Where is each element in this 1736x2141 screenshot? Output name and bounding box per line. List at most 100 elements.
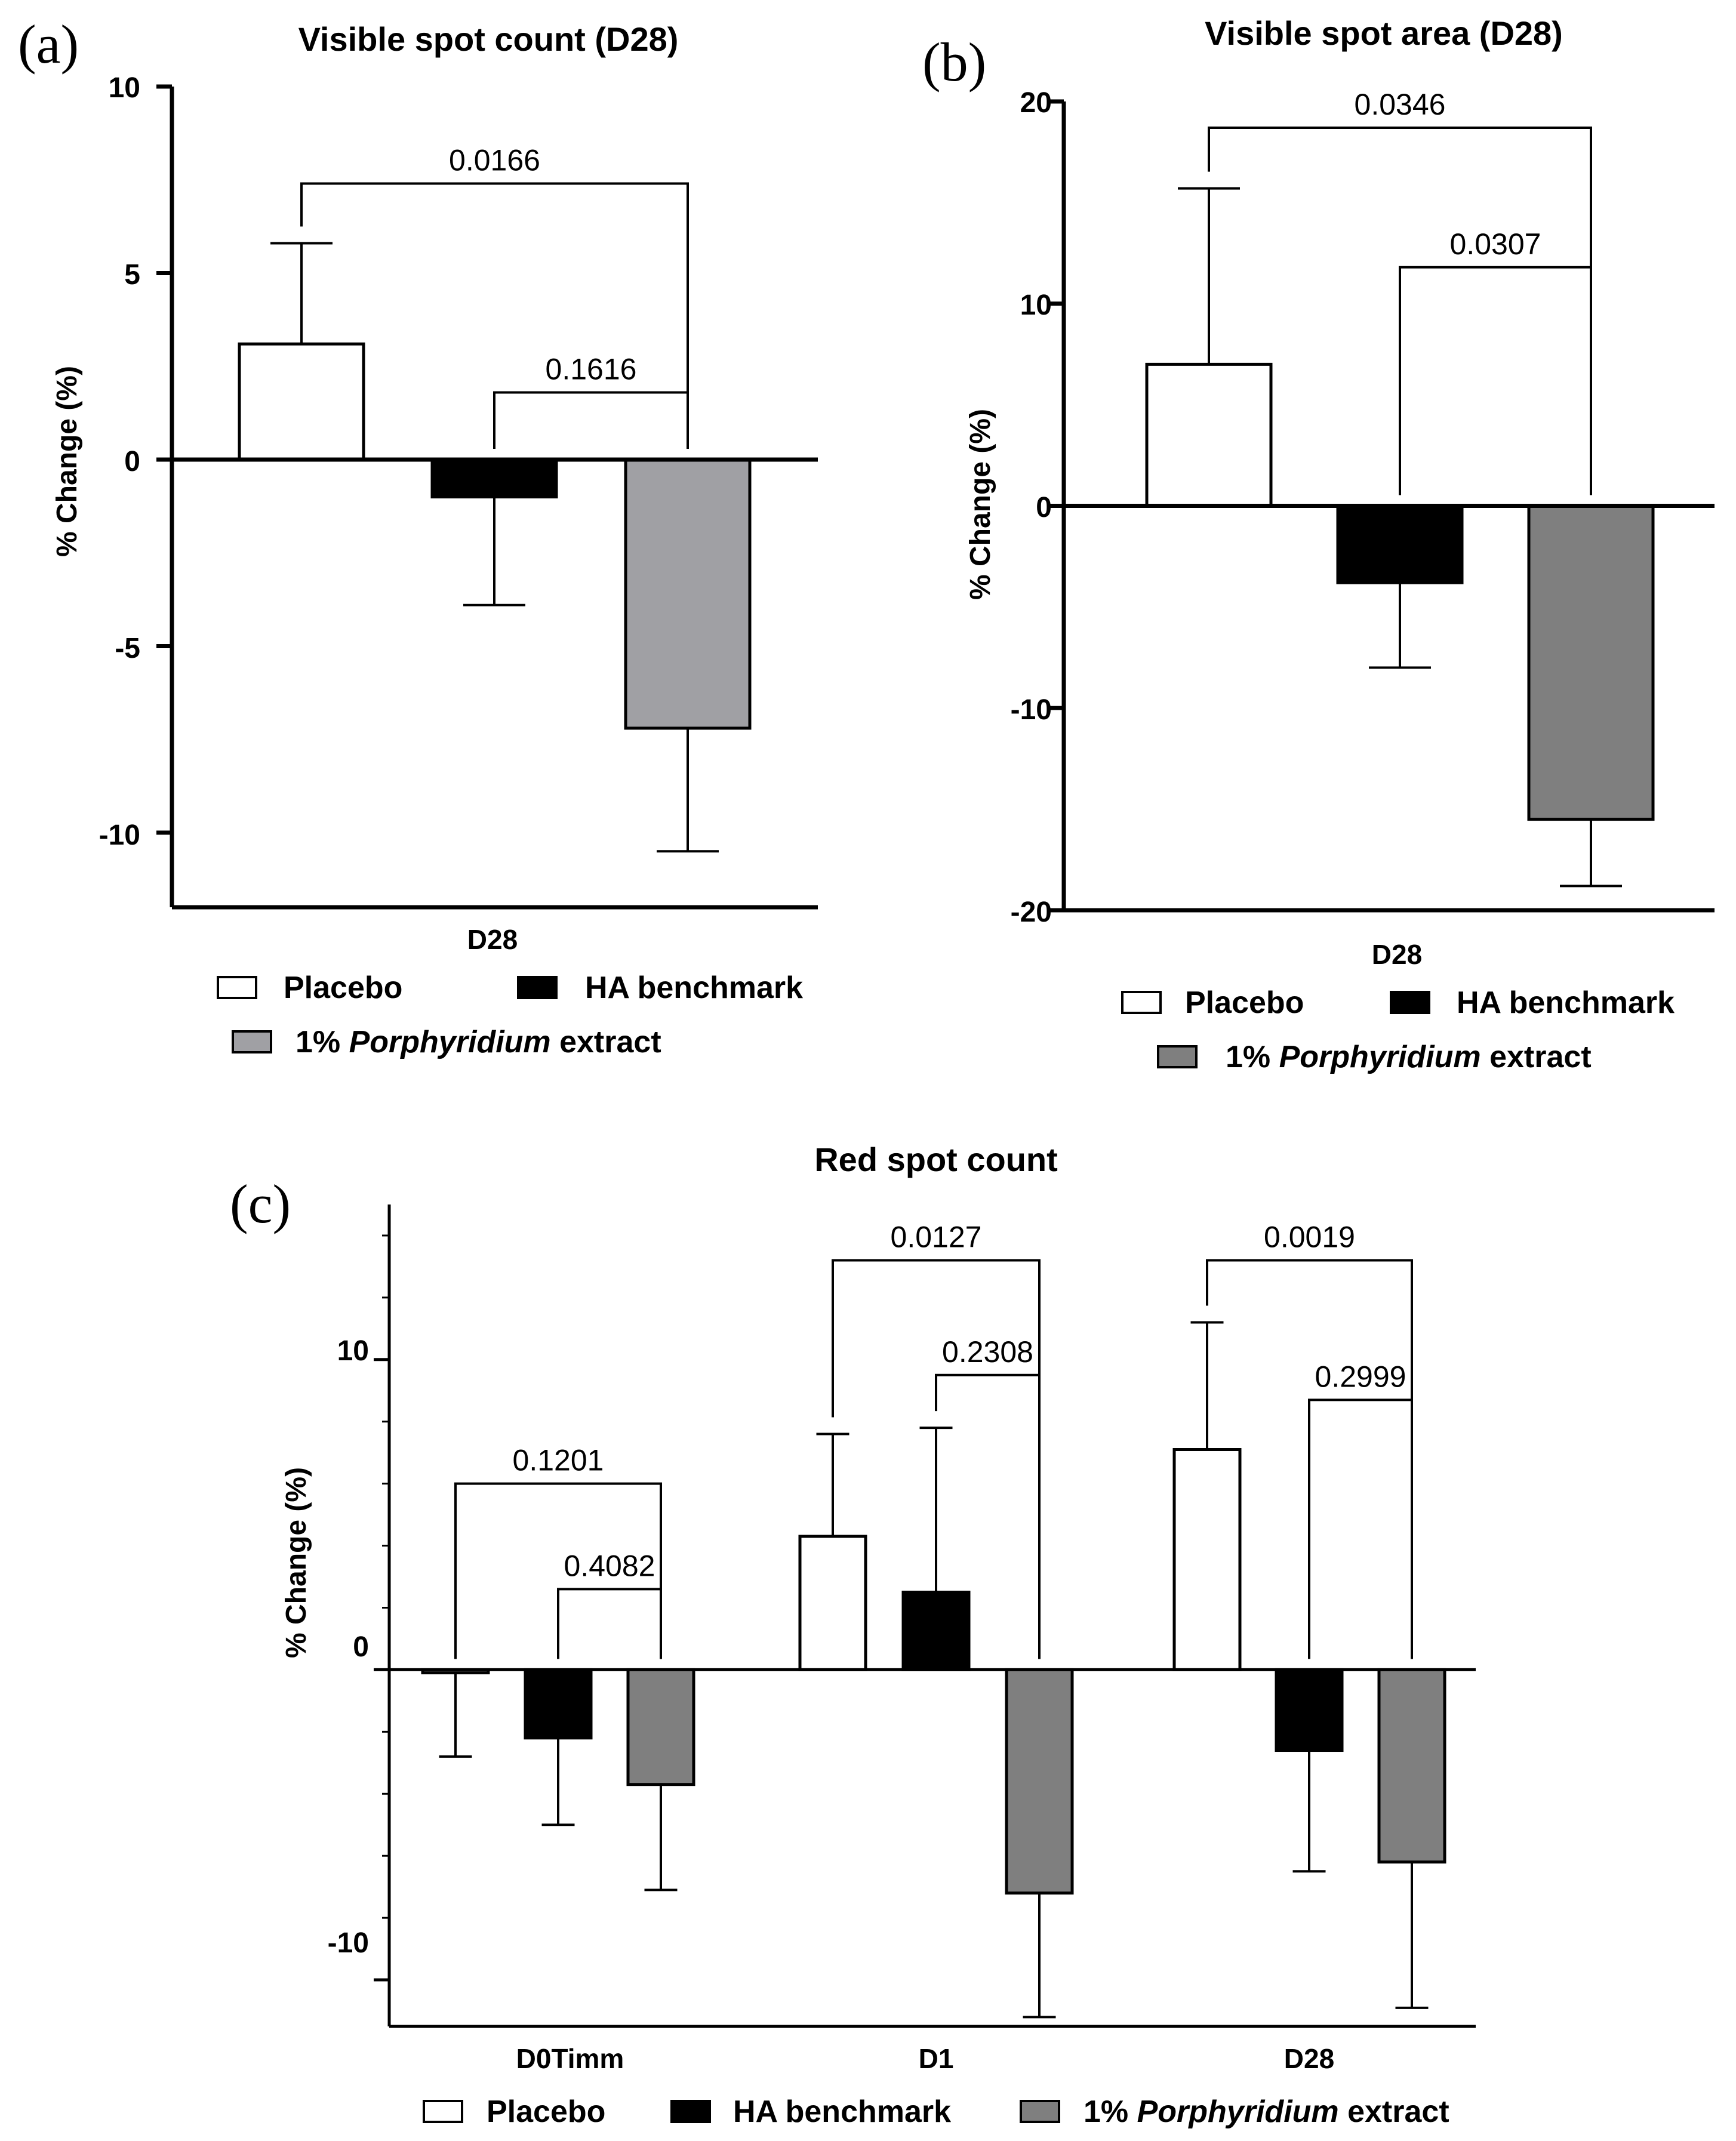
- bar-placebo: [1145, 362, 1273, 507]
- panel-a-label: (a): [18, 14, 79, 75]
- legend-ha-benchmark-label: HA benchmark: [585, 971, 803, 1005]
- panel-a-y-axis-title: % Change (%): [51, 366, 83, 557]
- panel-c-x-category-labels: D0Timm D1 D28: [516, 2043, 1335, 2074]
- panel-a-legend: Placebo HA benchmark 1% Porphyridium ext…: [217, 971, 803, 1059]
- bar-porphyridium: [624, 458, 752, 730]
- legend-porphyridium-suffix: extract: [1481, 1040, 1592, 1074]
- panel-a-y-tick-label: -5: [115, 633, 140, 664]
- legend-porphyridium-suffix: extract: [1339, 2094, 1449, 2129]
- legend-porphyridium-label: 1% Porphyridium extract: [1226, 1040, 1592, 1074]
- panel-a-y-tick-label: -10: [99, 820, 140, 851]
- panel-b-y-tick-labels: 20 10 0 -10 -20: [1011, 87, 1052, 928]
- legend-porphyridium-italic: Porphyridium: [1137, 2094, 1339, 2129]
- panel-b-x-category-label: D28: [1372, 939, 1422, 970]
- panel-b-y-tick-label: -20: [1011, 897, 1052, 928]
- p-value-label: 0.0307: [1450, 227, 1541, 261]
- bar-ha-benchmark: [1275, 1668, 1344, 1752]
- p-value-label: 0.0019: [1264, 1221, 1355, 1254]
- panel-a-y-tick-label: 5: [124, 259, 140, 291]
- panel-c-legend: Placebo HA benchmark 1% Porphyridium ext…: [423, 2094, 1449, 2129]
- bar-placebo: [1172, 1448, 1242, 1671]
- panel-a-plot: 0.0166 0.1616: [156, 84, 818, 910]
- panel-c-y-tick-labels: 10 0 -10: [328, 1335, 369, 1959]
- bar-porphyridium: [1527, 504, 1655, 821]
- panel-c-y-tick-label: 10: [337, 1335, 369, 1367]
- legend-placebo-label: Placebo: [487, 2094, 605, 2129]
- legend-swatch-porphyridium: [1157, 1045, 1198, 1068]
- p-value-label: 0.2999: [1315, 1360, 1406, 1393]
- panel-c-y-axis-title-text: % Change (%): [281, 1467, 312, 1658]
- legend-ha-benchmark-label: HA benchmark: [1457, 985, 1675, 1020]
- significance-bracket: [935, 1373, 1041, 1659]
- p-value-label: 0.0166: [449, 144, 540, 177]
- panel-c-x-category-label: D0Timm: [516, 2043, 624, 2074]
- panel-c-plot: 0.1201 0.4082 0.0127 0.2308 0.0019 0.2999: [374, 1204, 1476, 2028]
- panel-c-x-category-label: D1: [919, 2043, 954, 2074]
- legend-swatch-placebo: [423, 2100, 463, 2123]
- bar-placebo: [238, 342, 365, 461]
- panel-c-label: (c): [230, 1173, 291, 1234]
- legend-placebo-label: Placebo: [284, 971, 402, 1005]
- panel-b-y-tick-label: -10: [1011, 694, 1052, 726]
- panel-b-legend: Placebo HA benchmark 1% Porphyridium ext…: [1121, 985, 1675, 1074]
- panel-c-y-tick-label: 0: [353, 1631, 369, 1663]
- legend-swatch-porphyridium: [1020, 2100, 1060, 2123]
- panel-a-x-category-label: D28: [467, 924, 518, 955]
- significance-bracket: [454, 1482, 662, 1659]
- panel-c-x-category-label: D28: [1284, 2043, 1334, 2074]
- bar-ha-benchmark: [430, 458, 558, 498]
- significance-bracket: [1399, 266, 1592, 495]
- legend-porphyridium-italic: Porphyridium: [349, 1025, 551, 1059]
- panel-a-y-tick-label: 10: [109, 72, 140, 104]
- bar-ha-benchmark: [1336, 504, 1464, 584]
- p-value-label: 0.0346: [1355, 88, 1446, 121]
- legend-porphyridium-suffix: extract: [551, 1025, 661, 1059]
- panel-b: (b) Visible spot area (D28) % Change (%)…: [922, 14, 1715, 1074]
- legend-swatch-porphyridium: [232, 1030, 272, 1053]
- p-value-label: 0.4082: [564, 1549, 655, 1582]
- significance-bracket: [300, 182, 689, 449]
- significance-bracket: [493, 391, 689, 449]
- legend-swatch-ha-benchmark: [670, 2100, 711, 2123]
- panel-a-title: Visible spot count (D28): [298, 20, 679, 58]
- legend-porphyridium-italic: Porphyridium: [1279, 1040, 1481, 1074]
- legend-porphyridium-prefix: 1%: [296, 1025, 349, 1059]
- bar-ha-benchmark: [901, 1591, 971, 1671]
- bar-ha-benchmark: [524, 1668, 593, 1740]
- panel-b-y-tick-label: 10: [1020, 289, 1052, 321]
- legend-porphyridium-prefix: 1%: [1084, 2094, 1137, 2129]
- legend-porphyridium-label: 1% Porphyridium extract: [296, 1025, 661, 1059]
- panel-b-plot: 0.0346 0.0307: [1048, 88, 1715, 913]
- legend-porphyridium-prefix: 1%: [1226, 1040, 1279, 1074]
- legend-swatch-ha-benchmark: [1390, 991, 1430, 1014]
- legend-swatch-placebo: [1121, 991, 1162, 1014]
- legend-porphyridium-label: 1% Porphyridium extract: [1084, 2094, 1449, 2129]
- panel-c-y-tick-label: -10: [328, 1927, 369, 1959]
- p-value-label: 0.0127: [891, 1221, 982, 1254]
- legend-ha-benchmark-label: HA benchmark: [733, 2094, 951, 2129]
- p-value-label: 0.1616: [546, 353, 637, 386]
- legend-swatch-placebo: [217, 976, 257, 999]
- panel-a-y-axis-title-text: % Change (%): [51, 366, 83, 557]
- panel-a-y-tick-label: 0: [124, 446, 140, 478]
- bar-porphyridium: [626, 1668, 695, 1786]
- panel-c-y-axis-title: % Change (%): [281, 1467, 312, 1658]
- panel-c: (c) Red spot count % Change (%) 10 0 -10…: [230, 1141, 1476, 2129]
- panel-c-title: Red spot count: [814, 1141, 1058, 1178]
- panel-a-y-tick-labels: 10 5 0 -5 -10: [99, 72, 140, 851]
- p-value-label: 0.1201: [513, 1444, 604, 1477]
- bar-porphyridium: [1005, 1668, 1074, 1895]
- significance-bracket: [557, 1588, 662, 1659]
- panel-b-label: (b): [922, 32, 986, 93]
- legend-placebo-label: Placebo: [1185, 985, 1304, 1020]
- bar-porphyridium: [1377, 1668, 1446, 1864]
- p-value-label: 0.2308: [942, 1335, 1033, 1369]
- significance-bracket: [1308, 1398, 1413, 1659]
- panel-b-y-axis-title: % Change (%): [965, 409, 996, 600]
- panel-b-y-axis-title-text: % Change (%): [965, 409, 996, 600]
- bar-placebo: [798, 1535, 867, 1671]
- panel-b-y-tick-label: 20: [1020, 87, 1052, 119]
- panel-a: (a) Visible spot count (D28) % Change (%…: [18, 14, 818, 1059]
- panel-b-title: Visible spot area (D28): [1205, 14, 1563, 52]
